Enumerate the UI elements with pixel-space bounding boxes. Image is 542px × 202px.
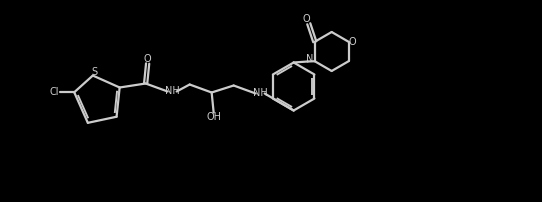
Text: OH: OH <box>206 113 221 122</box>
Text: NH: NH <box>253 87 268 98</box>
Text: O: O <box>303 14 311 24</box>
Text: O: O <box>349 37 356 47</box>
Text: Cl: Cl <box>49 87 59 97</box>
Text: N: N <box>306 54 314 63</box>
Text: NH: NH <box>165 85 179 96</box>
Text: O: O <box>144 54 151 63</box>
Text: S: S <box>92 66 98 77</box>
